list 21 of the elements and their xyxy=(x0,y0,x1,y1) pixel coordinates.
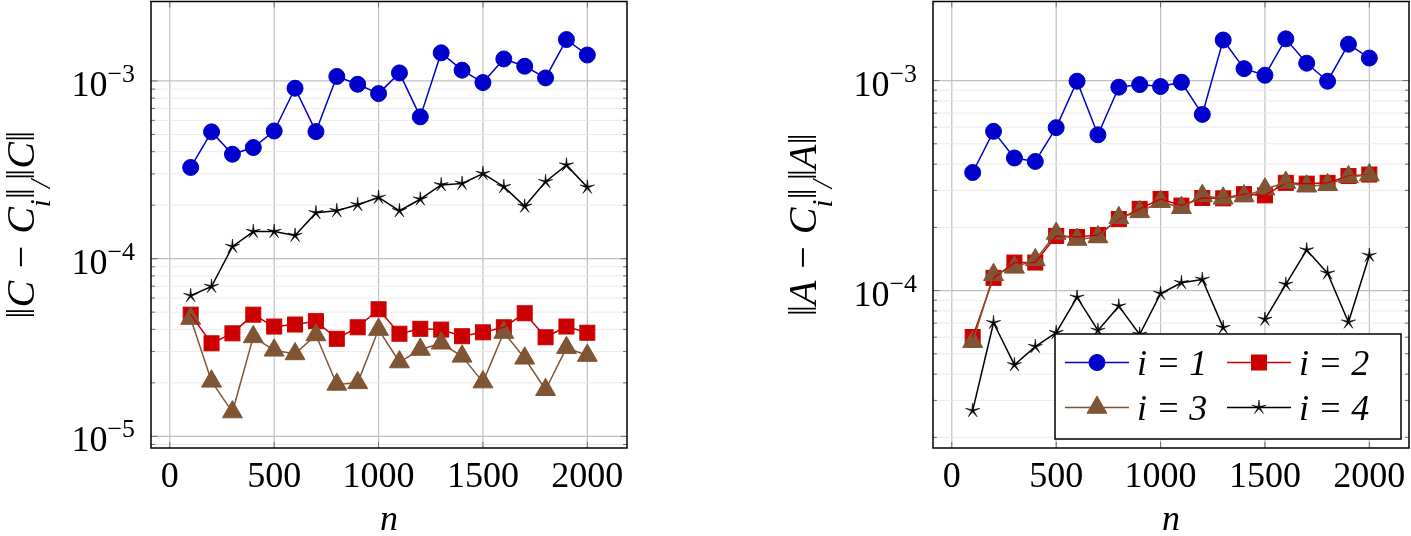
legend-label: i = 4 xyxy=(1299,387,1370,428)
x-tick-label: 2000 xyxy=(551,455,624,495)
legend-label: i = 1 xyxy=(1137,342,1208,383)
x-tick-label: 1000 xyxy=(342,455,415,495)
x-tick-label: 1500 xyxy=(1228,455,1301,495)
x-axis-title: n xyxy=(380,498,398,536)
x-tick-label: 0 xyxy=(942,455,961,495)
x-axis-title: n xyxy=(1162,498,1180,536)
x-tick-label: 2000 xyxy=(1333,455,1406,495)
y-tick-label: 10$^{−4}$ xyxy=(71,236,136,282)
x-tick-label: 500 xyxy=(247,455,302,495)
x-tick-label: 1500 xyxy=(446,455,519,495)
y-tick-label: 10$^{−3}$ xyxy=(853,58,917,104)
legend-label: i = 3 xyxy=(1137,387,1208,428)
x-tick-label: 1000 xyxy=(1124,455,1197,495)
x-tick-label: 0 xyxy=(160,455,179,495)
y-tick-label: 10$^{−4}$ xyxy=(853,268,918,314)
legend-label: i = 2 xyxy=(1299,342,1370,383)
y-tick-label: 10$^{−5}$ xyxy=(71,413,135,460)
y-tick-label: 10$^{−3}$ xyxy=(71,58,135,104)
x-tick-label: 500 xyxy=(1029,455,1084,495)
